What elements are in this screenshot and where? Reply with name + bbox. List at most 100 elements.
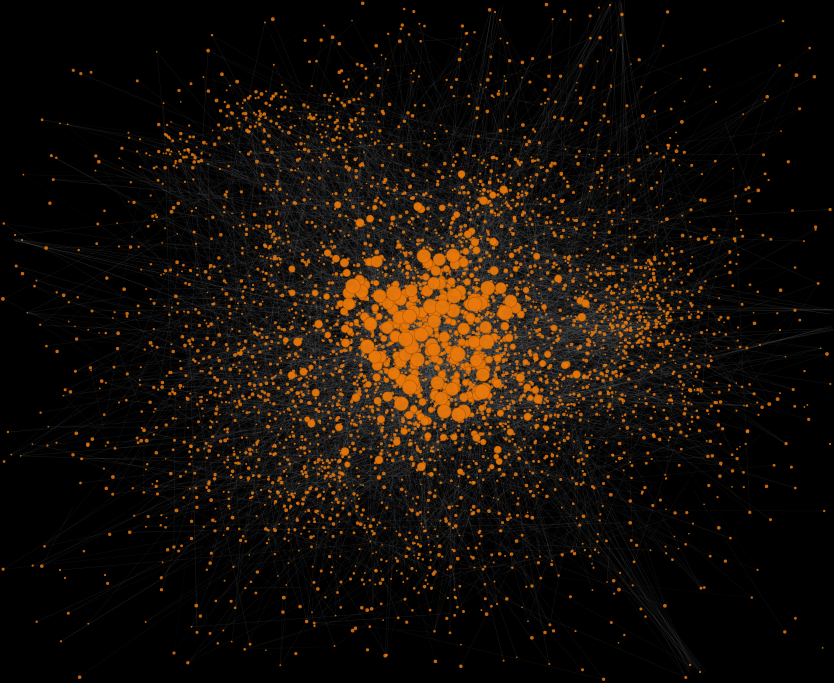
graph-edge: [277, 246, 386, 327]
graph-edge: [352, 324, 372, 401]
graph-edge: [87, 319, 186, 445]
graph-edge: [141, 49, 461, 441]
graph-edge: [360, 93, 693, 422]
graph-edge: [365, 264, 581, 301]
graph-edge: [423, 194, 658, 285]
graph-edge: [63, 370, 239, 396]
graph-edge: [378, 425, 418, 515]
graph-edge: [491, 505, 551, 625]
graph-edge: [494, 487, 546, 633]
graph-edge: [289, 320, 297, 380]
graph-edge: [203, 76, 240, 332]
graph-edge: [523, 170, 548, 298]
graph-edge: [276, 113, 384, 117]
graph-edge: [179, 160, 289, 322]
graph-edge: [460, 342, 652, 460]
graph-edge: [591, 309, 660, 456]
graph-edge: [417, 425, 492, 467]
graph-edge: [191, 205, 278, 212]
graph-edge: [284, 329, 338, 351]
graph-edge: [189, 436, 342, 465]
graph-edge: [284, 440, 296, 494]
graph-edge: [227, 127, 279, 215]
graph-edge: [244, 646, 326, 650]
graph-edge: [180, 133, 216, 388]
graph-edge: [289, 250, 359, 394]
graph-edge: [455, 415, 495, 443]
graph-edge: [483, 160, 549, 321]
graph-edge: [275, 418, 458, 559]
graph-edge: [276, 213, 499, 339]
graph-edge: [374, 207, 556, 236]
graph-edge: [281, 373, 348, 483]
graph-edge: [434, 312, 506, 632]
graph-edge: [467, 160, 716, 381]
graph-edge: [260, 290, 277, 385]
graph-edge: [289, 410, 474, 559]
graph-edge: [510, 229, 636, 296]
graph-edge: [522, 215, 609, 394]
graph-edge: [288, 216, 420, 242]
graph-edge: [550, 415, 645, 425]
graph-edge: [536, 315, 572, 354]
graph-edge: [310, 215, 346, 357]
graph-edge: [88, 481, 206, 624]
graph-edge: [386, 37, 591, 135]
graph-edge: [386, 476, 412, 508]
graph-edge: [215, 445, 368, 602]
graph-edge: [519, 573, 752, 598]
graph-edge: [469, 197, 544, 301]
graph-edge: [319, 192, 574, 258]
graph-edge: [432, 483, 450, 508]
graph-edge: [551, 317, 650, 339]
graph-edge: [150, 388, 256, 403]
graph-edge: [247, 366, 309, 407]
graph-edge: [516, 262, 649, 267]
graph-edge: [172, 388, 624, 471]
graph-edge: [378, 437, 458, 478]
graph-edge: [568, 175, 595, 259]
graph-edge: [442, 176, 493, 196]
graph-edge: [602, 430, 700, 476]
graph-edge: [291, 203, 354, 208]
graph-edge: [613, 400, 686, 405]
graph-edge: [435, 207, 469, 343]
graph-edge: [267, 431, 364, 511]
graph-edge: [273, 366, 292, 384]
graph-edge: [112, 87, 487, 319]
graph-edge: [516, 521, 523, 536]
graph-edge: [509, 444, 532, 515]
graph-edge: [522, 383, 558, 437]
graph-edge: [480, 522, 503, 548]
graph-edge: [286, 456, 379, 586]
graph-edge: [446, 79, 749, 188]
graph-edge: [575, 206, 743, 237]
graph-edge: [224, 274, 296, 281]
graph-edge: [307, 136, 315, 261]
graph-edge: [492, 406, 611, 495]
graph-edge: [610, 248, 673, 342]
graph-edge: [512, 371, 582, 449]
graph-edge: [295, 170, 411, 232]
graph-edge: [376, 164, 427, 253]
graph-edge: [328, 466, 691, 666]
graph-edge: [520, 240, 670, 321]
graph-edge: [484, 181, 568, 242]
graph-edge: [480, 191, 510, 515]
graph-edge: [534, 265, 608, 372]
graph-edge: [495, 98, 581, 200]
graph-edge: [301, 339, 443, 420]
graph-edge: [449, 200, 750, 256]
graph-edge: [244, 302, 279, 332]
graph-edge: [254, 337, 267, 386]
graph-edge: [297, 292, 614, 504]
graph-edge: [660, 316, 668, 381]
graph-edge: [475, 402, 545, 426]
graph-edge: [513, 346, 586, 379]
graph-edge: [259, 351, 341, 378]
graph-edge: [378, 240, 423, 297]
graph-edge: [414, 282, 649, 589]
graph-edge: [597, 166, 771, 240]
graph-edge: [503, 353, 566, 383]
